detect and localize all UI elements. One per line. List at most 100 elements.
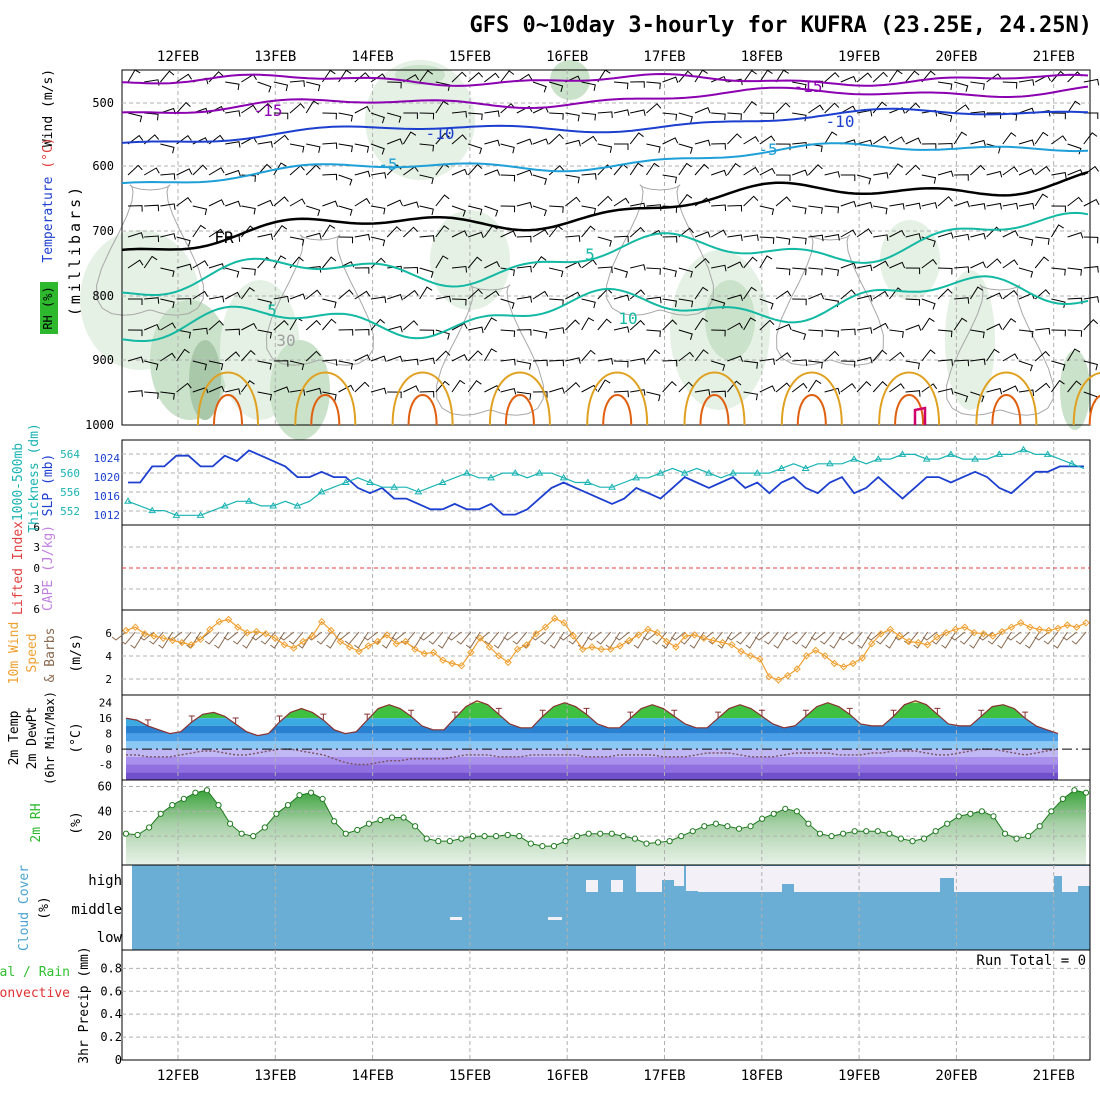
temp-minmax-marker [627, 711, 634, 719]
wind10-marker [718, 638, 727, 647]
thickness-marker [269, 501, 278, 509]
wind-barb [305, 100, 319, 114]
wind-barb [613, 390, 629, 398]
wind-barb [1034, 350, 1050, 362]
wind10-barb [568, 631, 584, 645]
wind10-marker [485, 643, 494, 651]
upper-rh-label: RH (%) [41, 286, 55, 329]
wind-barb [921, 383, 938, 393]
rh-marker [816, 830, 824, 837]
wind-barb [840, 289, 856, 300]
wind-barb [354, 170, 371, 178]
wind-barb [662, 112, 678, 121]
wind-barb [662, 267, 677, 278]
wind-barb [872, 71, 888, 83]
wind-barb [694, 389, 711, 396]
wind-barb [322, 256, 337, 269]
wind10-marker [476, 634, 484, 642]
wind10-marker [271, 634, 279, 642]
wind-barb [160, 203, 176, 210]
wind-barb [1002, 230, 1019, 238]
wind10-barb [111, 631, 127, 641]
temp-minmax-marker [144, 719, 151, 726]
wind10-marker [318, 617, 326, 626]
wind-barb [467, 163, 483, 176]
rh-marker [331, 818, 338, 825]
wind-barb [387, 391, 402, 399]
wind-barb [240, 380, 255, 393]
wind-barb [451, 354, 468, 362]
wind10-marker [802, 652, 811, 660]
contour-label: 5 [585, 245, 595, 264]
wind-barb [208, 228, 225, 238]
wind10-barb [922, 631, 938, 641]
rh-marker [724, 823, 731, 830]
temp-band [126, 718, 1058, 726]
wind-barb [937, 329, 953, 338]
rh-marker [296, 792, 303, 799]
run-total-label: Run Total = 0 [976, 953, 1086, 969]
wind-barb [824, 234, 840, 241]
wind10-marker [1082, 619, 1090, 627]
wind-barb [791, 382, 808, 393]
wind-barb [225, 200, 241, 208]
wind10-marker [327, 626, 335, 635]
wind10-barb [456, 631, 472, 645]
wind-barb [1083, 266, 1099, 273]
wind10-barb [764, 631, 779, 645]
wind-barb [403, 385, 420, 393]
cloud-row-low: low [97, 930, 123, 946]
rh-shade-area [880, 220, 940, 300]
wind-barb [1018, 360, 1033, 372]
wind10-barb [745, 631, 761, 649]
wind-barb [484, 385, 501, 393]
wind-barb [597, 236, 612, 247]
wind10-barb [428, 631, 444, 645]
wind-barb [711, 360, 726, 371]
thickness-marker [995, 450, 1004, 457]
temp-minmax-marker [539, 709, 546, 717]
wind-barb [630, 357, 646, 365]
chart-title: GFS 0~10day 3-hourly for KUFRA (23.25E, … [469, 13, 1092, 38]
wind10-marker [886, 625, 894, 634]
wind10-barb [540, 631, 556, 645]
rh-marker [840, 830, 847, 837]
wind-barb [743, 100, 757, 114]
wind-barb [322, 112, 337, 120]
wind-barb [743, 391, 758, 401]
wind-barb [516, 329, 532, 336]
wind-barb [435, 295, 452, 303]
wind-barb [1067, 143, 1082, 155]
wind-barb [792, 236, 807, 245]
wind10-marker [355, 647, 363, 656]
wind-barb [711, 143, 726, 150]
wind-barb [176, 348, 190, 362]
rh-marker [539, 842, 546, 850]
wind10-marker [858, 654, 867, 662]
wind-barb [403, 201, 419, 208]
rh-marker [238, 830, 245, 837]
precip-conv-label: Convective [0, 986, 70, 1001]
wind-barb [840, 75, 857, 83]
wind-barb [144, 360, 159, 371]
wind-barb [257, 141, 273, 148]
wind-barb [370, 296, 387, 303]
wind-barb [1051, 298, 1066, 309]
wind10-marker [373, 637, 382, 646]
wind-barb [1018, 236, 1034, 246]
date-label-top: 17FEB [643, 49, 685, 65]
wind10-barb [316, 631, 332, 645]
temp-label-2: 2m DewPt [25, 707, 40, 770]
wind10-barb [391, 631, 406, 641]
wind10-barb [1053, 631, 1068, 649]
wind-barb [176, 382, 192, 393]
wind-barb [451, 205, 466, 217]
wind-barb [824, 387, 841, 395]
wind-barb [727, 204, 743, 212]
wind10-marker [867, 639, 876, 648]
rh-area [126, 790, 1086, 865]
thickness-marker [898, 450, 907, 457]
wind-barb [370, 143, 385, 155]
wind-barb [597, 164, 613, 176]
wind-barb [970, 391, 985, 403]
